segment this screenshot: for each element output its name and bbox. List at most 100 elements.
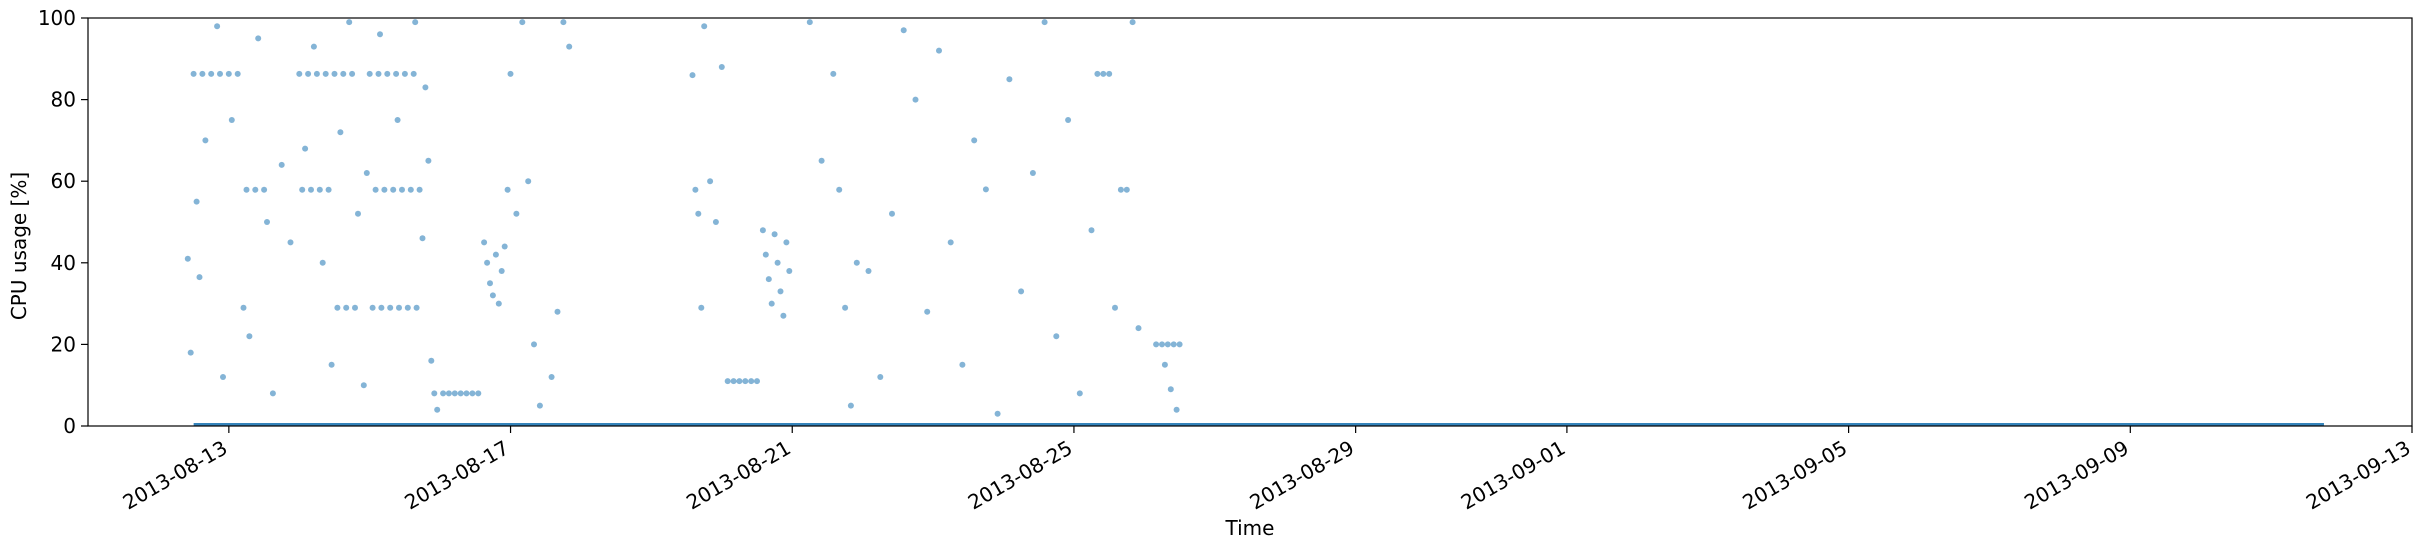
data-point: [498, 268, 505, 274]
data-point: [489, 292, 496, 299]
data-point: [355, 210, 361, 217]
y-tick-label: 60: [51, 169, 76, 193]
data-point: [1129, 19, 1136, 26]
data-point: [1135, 325, 1142, 332]
data-point: [924, 308, 931, 315]
data-point: [698, 304, 705, 311]
data-point: [566, 43, 573, 50]
data-point: [393, 70, 400, 77]
plot-area: [184, 19, 2324, 427]
data-point: [394, 117, 401, 123]
data-point: [1076, 390, 1083, 397]
data-point: [390, 186, 397, 193]
data-point: [425, 157, 432, 164]
x-tick-label: 2013-08-13: [119, 436, 232, 515]
data-point: [777, 288, 784, 295]
data-point: [818, 157, 825, 164]
data-point: [469, 390, 476, 397]
data-point: [877, 374, 884, 380]
data-point: [363, 170, 370, 176]
data-point: [264, 219, 270, 225]
data-point: [959, 361, 966, 368]
data-point: [842, 304, 849, 311]
data-point: [202, 137, 209, 144]
data-point: [774, 259, 781, 266]
data-point: [416, 186, 423, 193]
data-point: [457, 390, 464, 397]
data-point: [695, 210, 702, 217]
data-point: [736, 378, 743, 385]
data-point: [1170, 341, 1177, 348]
data-point: [310, 43, 317, 50]
data-point: [689, 72, 696, 79]
data-point: [377, 31, 383, 38]
x-axis-label: Time: [1225, 516, 1275, 540]
data-point: [1159, 341, 1165, 348]
data-point: [1173, 406, 1180, 413]
data-point: [228, 117, 235, 123]
data-point: [328, 361, 335, 368]
data-point: [343, 304, 350, 311]
data-point: [712, 219, 719, 225]
y-tick-label: 0: [63, 414, 76, 438]
data-point: [487, 280, 493, 287]
x-tick-label: 2013-09-13: [2302, 436, 2415, 515]
data-point: [340, 70, 347, 77]
data-point: [531, 341, 537, 348]
data-point: [1176, 341, 1183, 348]
data-point: [225, 70, 232, 77]
data-point: [252, 186, 259, 193]
data-point: [947, 239, 954, 246]
data-point: [261, 186, 268, 193]
data-point: [434, 406, 441, 413]
data-point: [513, 210, 520, 217]
y-tick-label: 40: [51, 251, 76, 275]
data-point: [1167, 386, 1174, 393]
data-point: [196, 274, 203, 281]
data-point: [1164, 341, 1171, 348]
data-point: [1018, 288, 1025, 295]
data-point: [217, 70, 223, 77]
data-point: [346, 19, 353, 26]
y-tick-label: 80: [51, 88, 76, 112]
data-point: [193, 198, 200, 205]
data-point: [507, 70, 514, 77]
data-point: [384, 70, 391, 77]
data-point: [536, 402, 543, 409]
data-point: [404, 304, 411, 311]
data-point: [246, 333, 253, 340]
data-point: [730, 378, 737, 385]
data-point: [707, 178, 714, 185]
data-point: [360, 382, 367, 389]
data-point: [853, 259, 860, 266]
data-point: [243, 186, 250, 193]
data-point: [1123, 186, 1130, 193]
data-point: [190, 70, 197, 77]
data-point: [1117, 186, 1124, 193]
data-point: [1041, 19, 1048, 26]
data-point: [369, 304, 376, 311]
data-point: [287, 239, 294, 246]
data-point: [299, 186, 306, 193]
data-point: [366, 70, 373, 77]
data-point: [759, 227, 766, 234]
data-point: [748, 378, 755, 385]
x-tick-label: 2013-08-17: [400, 436, 513, 515]
data-point: [994, 410, 1001, 417]
data-point: [296, 70, 303, 77]
data-point: [1065, 117, 1072, 123]
plot-frame: [87, 17, 2413, 427]
data-point: [786, 268, 793, 274]
data-point: [412, 19, 419, 26]
data-point: [771, 231, 778, 238]
data-point: [971, 137, 978, 144]
x-tick-label: 2013-08-29: [1245, 436, 1358, 515]
data-point: [278, 161, 285, 168]
data-point: [375, 70, 382, 77]
data-point: [504, 186, 511, 193]
data-point: [765, 276, 772, 283]
data-point: [481, 239, 488, 246]
data-point: [836, 186, 843, 193]
data-point: [501, 243, 508, 250]
x-tick-label: 2013-09-01: [1457, 436, 1570, 515]
